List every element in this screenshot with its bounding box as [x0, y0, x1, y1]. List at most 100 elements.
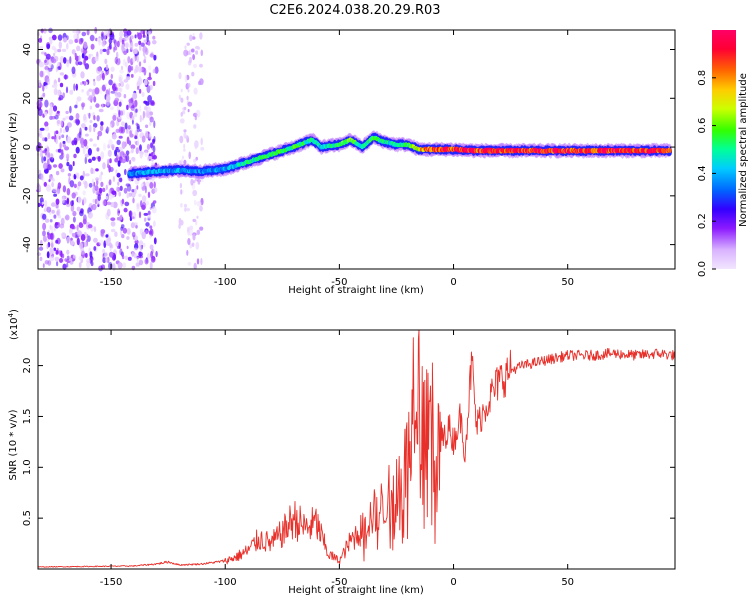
spectrogram-noise-blob	[82, 218, 87, 225]
spectrogram-noise-blob	[196, 258, 200, 265]
spectrogram-noise-blob	[45, 53, 51, 60]
spectrogram-noise-blob	[57, 66, 61, 70]
spectrogram-noise-blob	[139, 105, 142, 112]
spectrogram-noise-blob	[138, 40, 142, 45]
spectrogram-noise-blob	[80, 143, 85, 149]
spectrogram-noise-blob	[114, 149, 118, 157]
spectrogram-noise-blob	[109, 123, 112, 128]
spectrogram-noise-blob	[143, 79, 148, 86]
spectrogram-noise-blob	[47, 78, 51, 86]
spectrogram-noise-blob	[147, 252, 150, 260]
spectrogram-noise-blob	[72, 161, 75, 167]
spectrogram-noise-blob	[43, 181, 47, 187]
spectrogram-noise-blob	[60, 217, 65, 226]
spectrogram-noise-blob	[51, 58, 57, 64]
spectrogram-noise-blob	[76, 96, 82, 102]
spectrogram-noise-blob	[96, 75, 101, 82]
spectrogram-noise-blob	[42, 235, 47, 242]
spectrogram-noise-blob	[49, 255, 55, 262]
spectrogram-noise-blob	[66, 122, 72, 128]
spectrogram-noise-blob	[195, 241, 200, 250]
spectrogram-noise-blob	[47, 260, 52, 266]
spectrogram-noise-blob	[97, 194, 101, 201]
spectrogram-noise-blob	[106, 126, 111, 132]
spectrogram-noise-blob	[92, 198, 96, 203]
spectrogram-noise-blob	[155, 250, 158, 258]
snr-x-tick-label: -50	[331, 577, 347, 588]
spectrogram-noise-blob	[104, 29, 108, 34]
spectrogram-noise-blob	[66, 198, 69, 204]
spectrogram-noise-blob	[127, 256, 132, 261]
spectrogram-noise-blob	[192, 112, 198, 117]
spectrogram-noise-blob	[95, 177, 99, 181]
snr-panel: -150 -100 -50 0 50 0.5 1.0 1.5 2.0 Height of st…	[7, 309, 676, 596]
spectrogram-noise-blob	[193, 158, 197, 163]
spectrogram-noise-blob	[139, 144, 142, 152]
spectrogram-noise-blob	[45, 84, 48, 90]
spectrogram-noise-blob	[84, 156, 88, 165]
spectrogram-noise-blob	[121, 234, 125, 239]
spectrogram-noise-blob	[196, 229, 201, 235]
spectrogram-noise-blob	[118, 241, 121, 249]
spectrogram-noise-blob	[187, 109, 190, 113]
spectrogram-noise-blob	[127, 56, 131, 64]
spectrogram-noise-blob	[131, 252, 135, 257]
spectrogram-noise-blob	[71, 226, 76, 230]
spectrogram-noise-blob	[51, 136, 55, 140]
spectrogram-noise-blob	[140, 42, 145, 47]
spectrogram-noise-blob	[116, 40, 120, 48]
spectrogram-noise-blob	[133, 252, 137, 259]
spectrogram-noise-blob	[130, 66, 134, 71]
spectrogram-noise-blob	[152, 40, 157, 45]
spectrogram-noise-blob	[112, 263, 116, 271]
spectrogram-noise-blob	[153, 136, 156, 143]
spectrogram-noise-blob	[55, 189, 61, 195]
spectrogram-noise-blob	[121, 198, 125, 205]
spectrogram-noise-blob	[144, 258, 149, 265]
spectrogram-noise-blob	[151, 206, 157, 214]
spectrogram-noise-blob	[149, 116, 154, 123]
spectrogram-y-axis: -40 -20 0 20 40	[22, 43, 675, 253]
spectrogram-noise-blob	[123, 28, 128, 34]
spectrogram-noise-blob	[124, 255, 128, 261]
spectrogram-noise-blob	[139, 245, 143, 251]
spectrogram-noise-blob	[65, 153, 70, 160]
spectrogram-noise-blob	[69, 56, 72, 64]
spectrogram-noise-blob	[129, 210, 132, 218]
spectrogram-noise-blob	[118, 76, 122, 83]
colorbar-tick-label: 0.8	[697, 70, 708, 86]
spectrogram-noise-blob	[39, 70, 44, 78]
spectrogram-noise-blob	[149, 53, 155, 58]
spectrogram-noise-blob	[76, 45, 81, 52]
spectrogram-noise-blob	[115, 94, 119, 99]
spectrogram-noise-blob	[108, 79, 113, 86]
spectrogram-noise-blob	[93, 115, 96, 121]
spectrogram-noise-blob	[134, 235, 138, 242]
spectrogram-noise-blob	[82, 147, 86, 155]
colorbar-tick-label: 0.4	[697, 165, 708, 181]
snr-y-label: SNR (10 * v/v)	[8, 409, 19, 480]
spectrogram-noise-blob	[51, 209, 55, 214]
spectrogram-noise-blob	[147, 210, 151, 216]
spectrogram-noise-blob	[149, 244, 154, 250]
spectrogram-noise-blob	[116, 172, 121, 178]
spectrogram-noise-blob	[110, 90, 116, 94]
spectrogram-noise-blob	[131, 56, 136, 63]
spectrogram-noise-blob	[148, 230, 153, 235]
spectrogram-y-label: Frequency (Hz)	[8, 112, 19, 188]
spectrogram-noise-blob	[124, 122, 128, 130]
spectrogram-noise-blob	[144, 151, 148, 158]
spectrogram-noise-blob	[190, 178, 194, 186]
spectrogram-noise-blob	[44, 52, 47, 56]
spectrogram-noise-blob	[42, 213, 47, 220]
spectrogram-noise-blob	[152, 200, 157, 204]
spectrogram-noise-blob	[121, 158, 126, 164]
spectrogram-noise-blob	[187, 101, 193, 107]
spectrogram-noise-blob	[196, 201, 202, 207]
spectrogram-noise-blob	[199, 32, 203, 40]
spectrogram-noise-blob	[109, 158, 112, 164]
spectrogram-noise-blob	[66, 60, 70, 68]
spectrogram-noise-blob	[184, 207, 187, 212]
spectrogram-noise-blob	[180, 97, 184, 103]
colorbar: 0.0 0.2 0.4 0.6 0.8 Normalized spectral ampl…	[697, 30, 749, 277]
